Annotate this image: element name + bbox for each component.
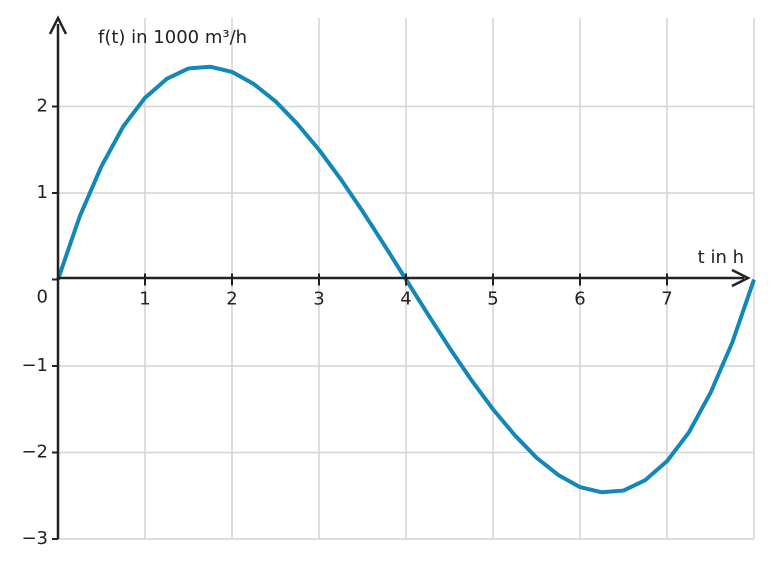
x-axis-label: t in h bbox=[698, 247, 744, 268]
x-tick-label: 5 bbox=[487, 289, 498, 310]
y-tick-label: −3 bbox=[21, 528, 48, 549]
x-tick-label: 7 bbox=[661, 289, 672, 310]
y-tick-label: −1 bbox=[21, 355, 48, 376]
x-tick-label: 2 bbox=[226, 289, 237, 310]
x-tick-label: 6 bbox=[574, 289, 585, 310]
x-tick-label: 4 bbox=[400, 289, 411, 310]
x-tick-label: 3 bbox=[313, 289, 324, 310]
y-tick-label: −2 bbox=[21, 442, 48, 463]
y-tick-label: 2 bbox=[37, 96, 48, 117]
y-tick-label: 1 bbox=[37, 182, 48, 203]
y-tick-label: 0 bbox=[37, 287, 48, 308]
x-axis-arrow bbox=[731, 268, 751, 288]
x-tick-label: 1 bbox=[139, 289, 150, 310]
y-axis-arrow bbox=[48, 15, 68, 35]
y-axis-label: f(t) in 1000 m³/h bbox=[98, 27, 247, 48]
